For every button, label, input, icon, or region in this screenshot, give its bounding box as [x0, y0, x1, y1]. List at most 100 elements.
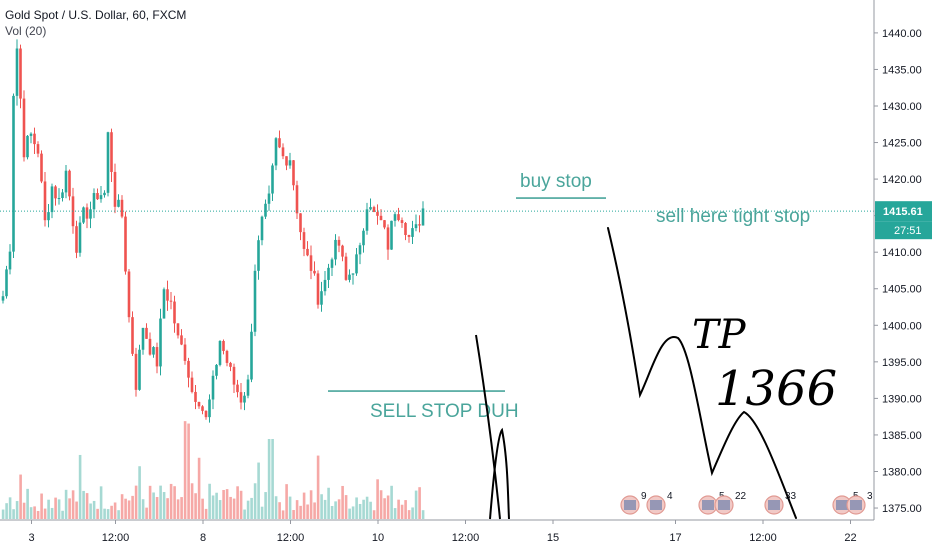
volume-bar	[169, 483, 173, 519]
buy-stop-label: buy stop	[520, 171, 592, 192]
price-axis-label: 1385.00	[882, 430, 922, 442]
candle-body	[337, 239, 341, 246]
volume-bar	[155, 497, 159, 519]
candle-body	[355, 254, 358, 274]
candle-body	[29, 133, 33, 136]
candle-body	[292, 160, 295, 186]
last-price-badge	[875, 201, 932, 222]
candle-body	[211, 375, 215, 400]
volume-bar	[215, 492, 218, 519]
time-axis-label: 12:00	[749, 532, 777, 544]
candle-body	[162, 289, 166, 319]
sell-stop-label: SELL STOP DUH	[370, 401, 519, 422]
candle-body	[351, 273, 355, 275]
candle-body	[260, 216, 264, 241]
time-axis-label: 8	[200, 532, 206, 544]
candle-body	[281, 147, 285, 157]
tp-value-handwritten: 1366	[715, 361, 837, 417]
candle-body	[334, 239, 337, 260]
volume-bar	[187, 423, 190, 519]
candle-body	[215, 364, 218, 376]
candle-body	[78, 222, 82, 253]
volume-bar	[162, 492, 166, 519]
volume-bar	[75, 501, 78, 519]
candle-body	[295, 185, 299, 214]
candle-body	[299, 213, 302, 233]
price-axis-label: 1400.00	[882, 320, 922, 332]
candle-body	[407, 235, 411, 237]
volume-bar	[120, 494, 124, 519]
volume-bar	[365, 496, 369, 519]
volume-bar	[260, 506, 264, 519]
candle-body	[320, 291, 323, 305]
candle-body	[285, 156, 288, 166]
volume-bar	[299, 505, 302, 519]
candle-body	[124, 216, 127, 272]
volume-bar	[22, 502, 26, 519]
candle-body	[106, 132, 110, 193]
volume-bar	[393, 508, 397, 519]
candle-body	[236, 384, 239, 393]
volume-bar	[103, 508, 106, 519]
candle-body	[229, 362, 232, 367]
volume-bar	[99, 486, 103, 519]
volume-bar	[197, 457, 201, 519]
volume-bar	[369, 501, 372, 519]
candle-body	[218, 340, 222, 365]
time-axis-label: 12:00	[102, 532, 130, 544]
volume-bar	[113, 502, 117, 519]
volume-bar	[208, 483, 211, 519]
candle-body	[253, 270, 257, 332]
volume-bar	[309, 490, 313, 519]
volume-bar	[131, 495, 134, 519]
volume-bar	[316, 455, 320, 519]
candle-body	[138, 349, 141, 390]
candle-body	[19, 48, 22, 99]
volume-bar	[337, 499, 341, 519]
candle-body	[110, 132, 113, 172]
candle-body	[152, 347, 155, 355]
volume-bar	[117, 510, 120, 519]
volume-bar	[323, 499, 327, 519]
volume-bar	[159, 485, 162, 519]
price-axis-label: 1395.00	[882, 357, 922, 369]
candle-body	[145, 327, 148, 339]
candle-body	[187, 360, 190, 378]
candle-body	[169, 300, 173, 302]
price-axis-label: 1410.00	[882, 247, 922, 259]
volume-bar	[344, 495, 348, 519]
volume-bar	[26, 488, 29, 519]
candle-body	[386, 227, 390, 250]
candle-body	[176, 323, 180, 336]
candle-body	[341, 245, 344, 257]
candle-body	[117, 199, 120, 207]
candle-body	[421, 208, 425, 226]
candle-body	[173, 301, 176, 324]
volume-bar	[243, 509, 246, 519]
volume-bar	[379, 490, 383, 519]
candle-body	[15, 48, 19, 96]
candle-body	[376, 212, 379, 216]
time-axis-label: 15	[547, 532, 559, 544]
candle-body	[22, 98, 26, 158]
candle-body	[404, 222, 407, 236]
volume-bar	[180, 497, 183, 519]
event-count: 22	[735, 491, 747, 502]
volume-bar	[302, 492, 306, 519]
volume-indicator-label: Vol (20)	[5, 24, 47, 38]
candle-body	[194, 391, 197, 402]
time-axis-label: 3	[28, 532, 34, 544]
candle-body	[75, 226, 78, 253]
candle-body	[36, 144, 40, 154]
candle-body	[267, 193, 271, 204]
candle-body	[411, 228, 414, 237]
candle-body	[250, 331, 253, 380]
candle-body	[50, 186, 54, 213]
event-flag-icon	[624, 500, 636, 510]
candle-body	[222, 340, 225, 351]
price-axis-label: 1375.00	[882, 503, 922, 515]
volume-bar	[124, 498, 127, 519]
event-count: 9	[641, 491, 647, 502]
volume-bar	[40, 493, 43, 519]
